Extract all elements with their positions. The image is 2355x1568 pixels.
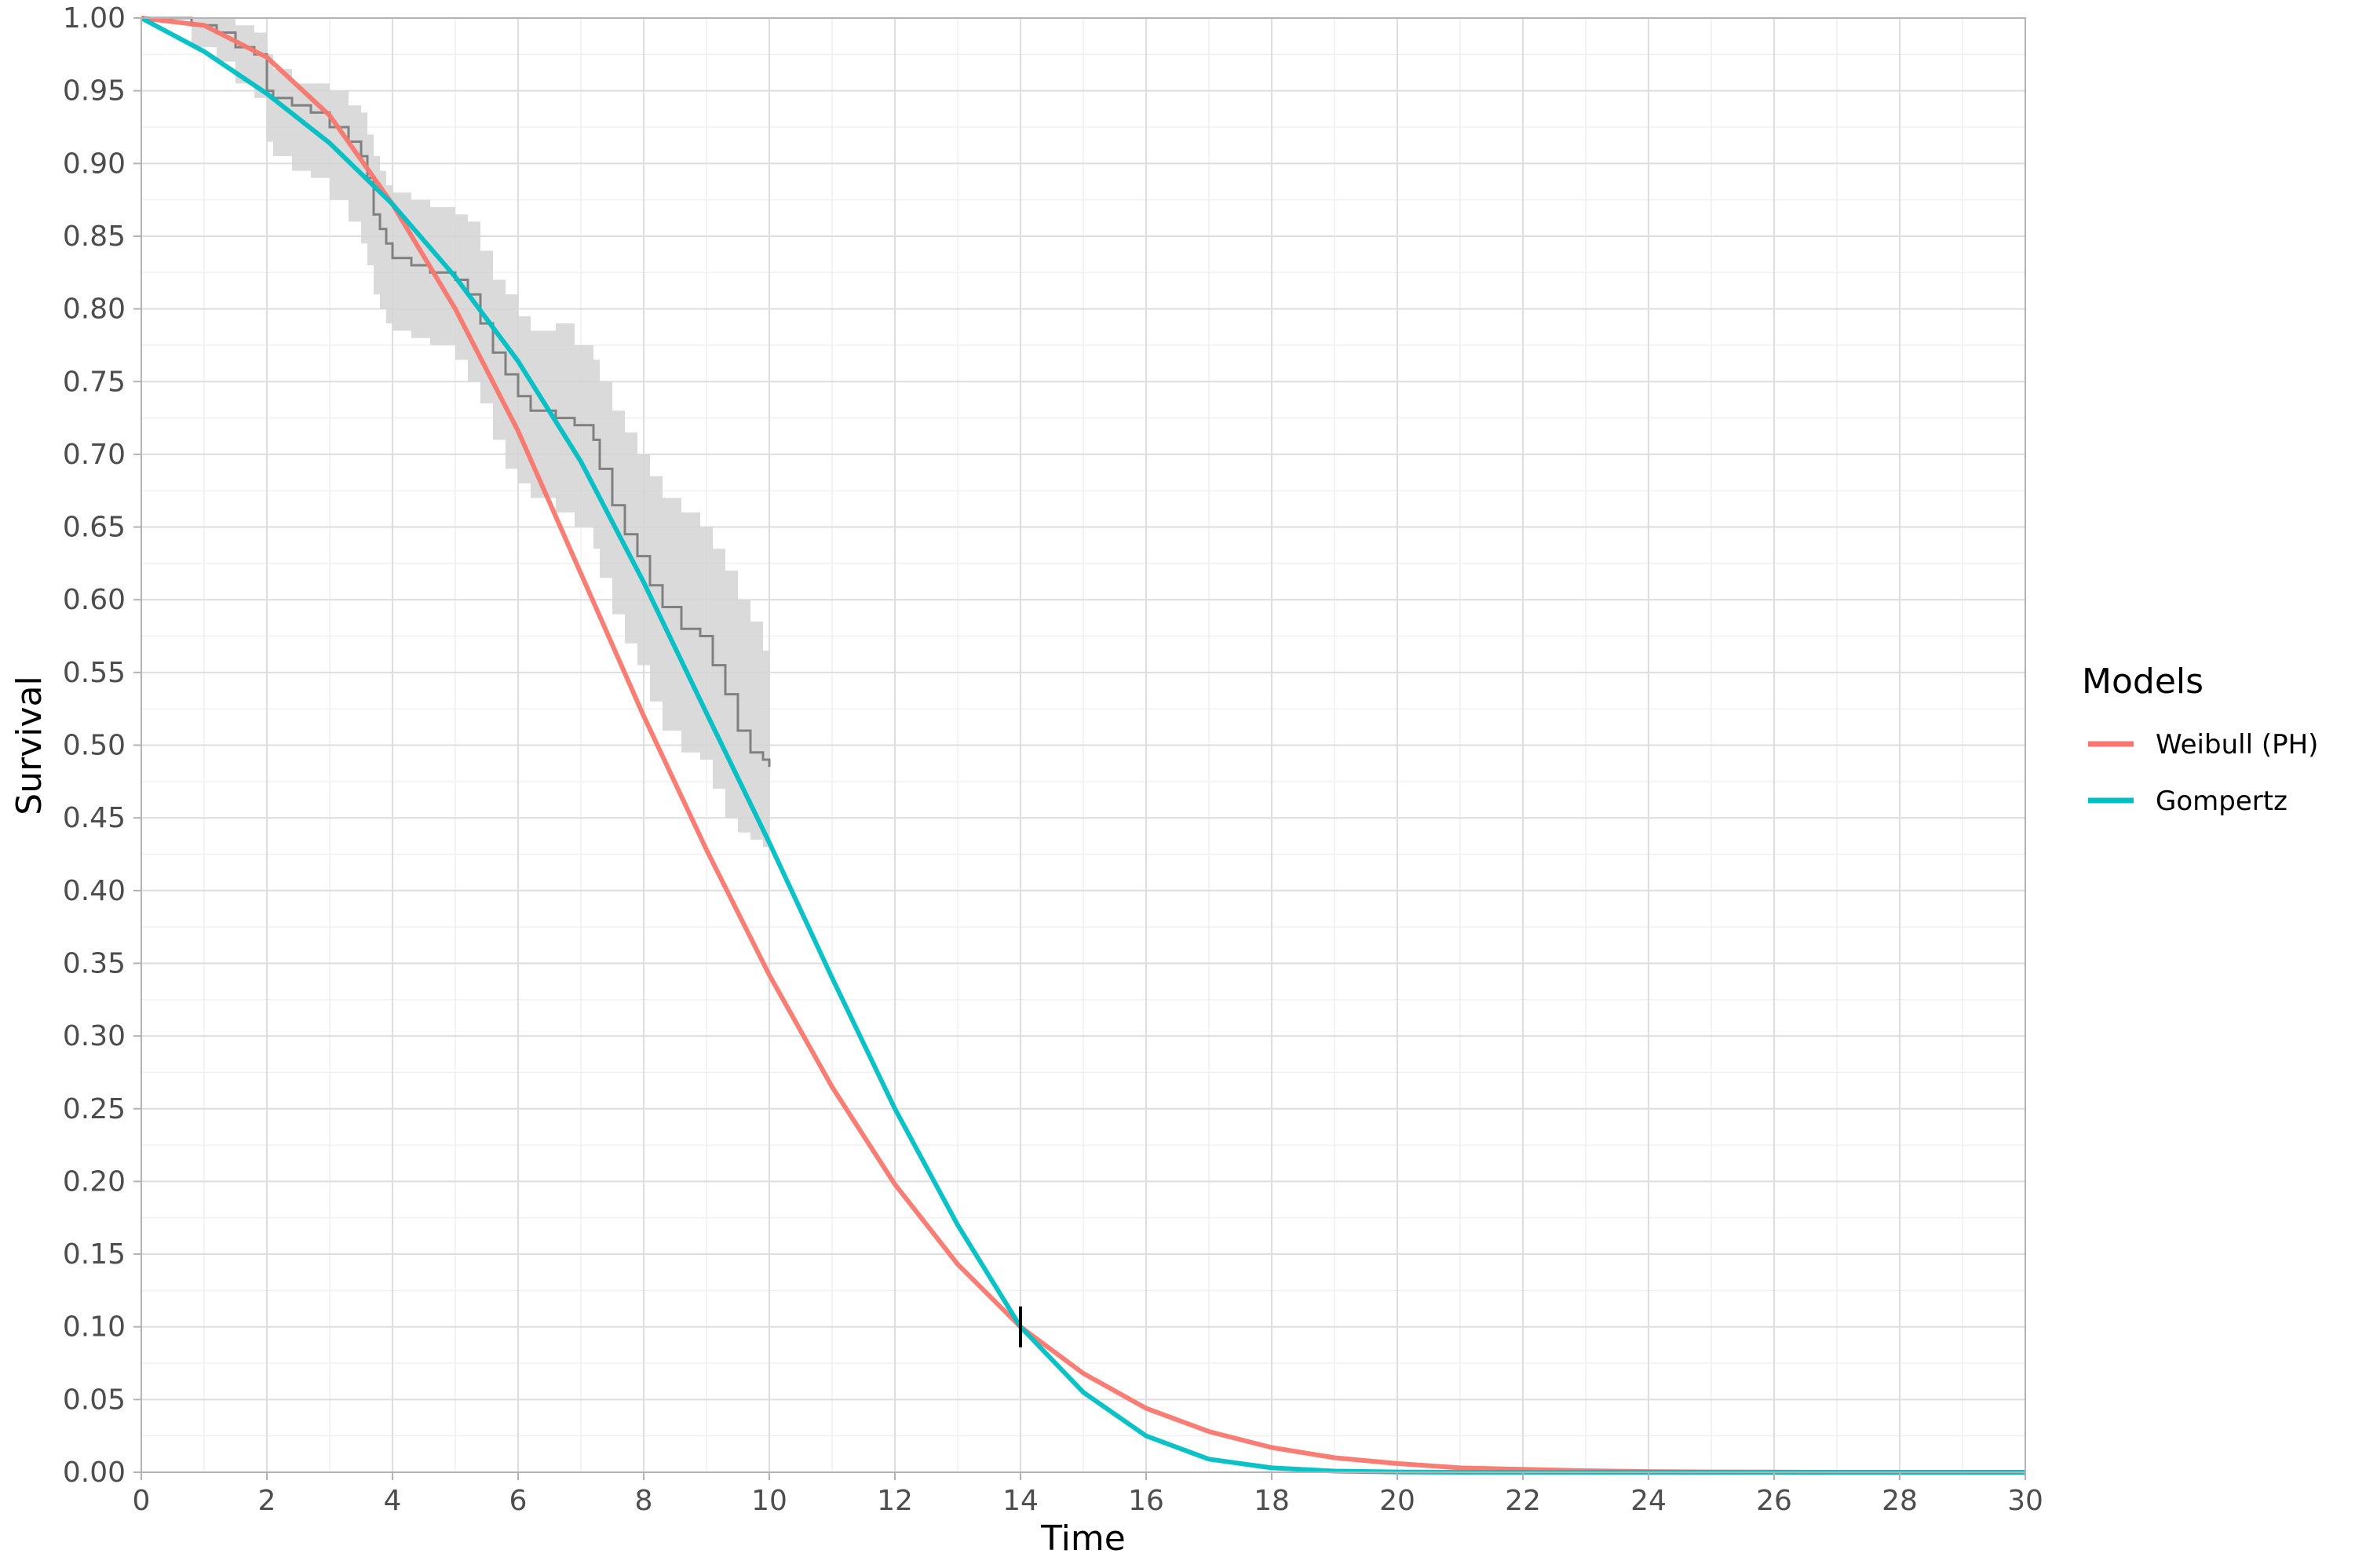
x-tick-label: 16 [1128,1485,1164,1517]
y-axis-title: Survival [9,676,49,815]
legend-entries: Weibull (PH) Gompertz [2088,729,2318,817]
y-tick-label: 0.80 [63,294,126,326]
x-tick-label: 12 [877,1485,913,1517]
y-tick-label: 0.05 [63,1384,126,1416]
x-tick-label: 6 [509,1485,528,1517]
y-tick-label: 0.75 [63,366,126,398]
x-tick-label: 24 [1630,1485,1667,1517]
x-tick-label: 22 [1505,1485,1541,1517]
legend: Models Weibull (PH) Gompertz [2082,662,2318,817]
x-tick-label: 20 [1379,1485,1415,1517]
y-tick-label: 0.35 [63,947,126,979]
y-tick-label: 0.60 [63,584,126,616]
x-axis-ticks: 0 2 4 6 8 10 12 14 16 18 20 22 24 26 28 30 [133,1472,2043,1517]
y-tick-label: 0.90 [63,148,126,180]
x-tick-label: 26 [1756,1485,1792,1517]
y-tick-label: 0.70 [63,439,126,471]
x-tick-label: 8 [635,1485,653,1517]
y-tick-label: 0.45 [63,802,126,834]
x-tick-label: 4 [384,1485,402,1517]
y-tick-label: 0.50 [63,730,126,762]
km-curve [141,16,771,768]
y-tick-label: 0.20 [63,1165,126,1198]
x-tick-label: 30 [2007,1485,2043,1517]
y-tick-label: 0.55 [63,657,126,689]
y-tick-label: 0.95 [63,75,126,108]
x-tick-label: 28 [1882,1485,1918,1517]
x-tick-label: 18 [1254,1485,1290,1517]
y-tick-label: 0.40 [63,875,126,907]
y-tick-label: 0.65 [63,512,126,544]
x-tick-label: 14 [1002,1485,1039,1517]
x-tick-label: 0 [133,1485,151,1517]
km-step-curve [141,16,771,768]
x-tick-label: 10 [751,1485,787,1517]
y-tick-label: 0.25 [63,1093,126,1125]
x-tick-label: 2 [258,1485,276,1517]
y-tick-label: 0.00 [63,1457,126,1489]
y-tick-label: 0.30 [63,1020,126,1052]
legend-label: Gompertz [2156,786,2287,817]
y-tick-label: 0.10 [63,1311,126,1344]
y-tick-label: 0.85 [63,221,126,253]
y-tick-label: 1.00 [63,2,126,35]
y-tick-label: 0.15 [63,1238,126,1271]
legend-title: Models [2082,662,2203,702]
x-axis-title: Time [1040,1519,1126,1559]
legend-label: Weibull (PH) [2156,729,2318,760]
y-axis-ticks: 0.00 0.05 0.10 0.15 0.20 0.25 0.30 0.35 0.40 0.45… [63,2,141,1489]
